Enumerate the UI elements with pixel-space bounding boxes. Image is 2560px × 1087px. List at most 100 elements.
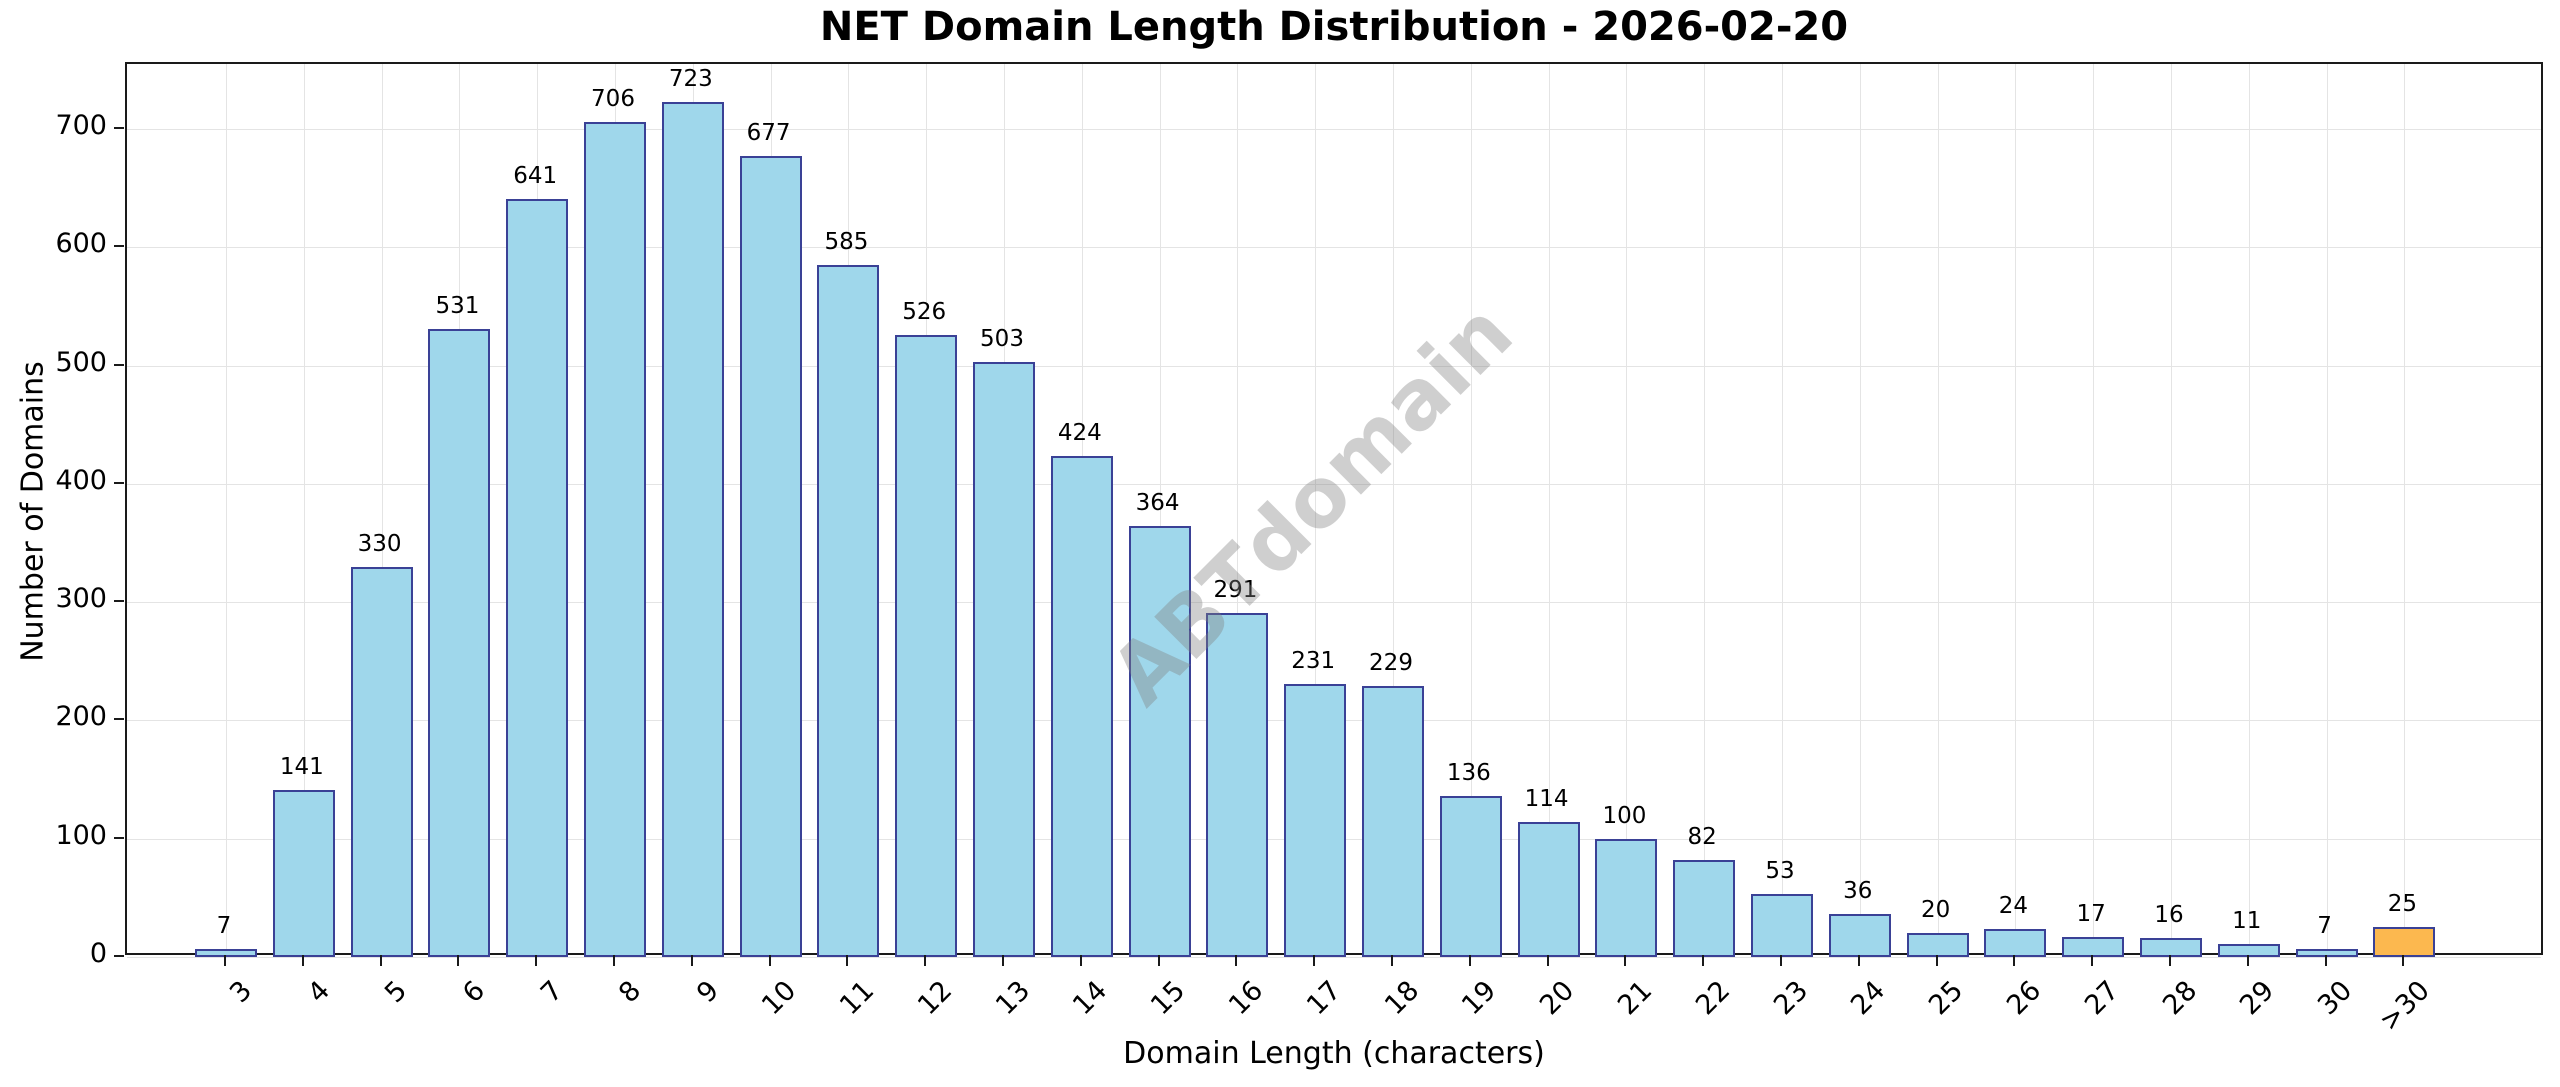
bar-5 (350, 566, 413, 957)
x-tick-label: 19 (1456, 975, 1503, 1022)
x-tick-label: 25 (1923, 975, 1970, 1022)
bar-26 (1984, 928, 2047, 957)
x-tick-label: 24 (1845, 975, 1892, 1022)
x-tick-mark (1857, 955, 1860, 966)
y-tick-label: 0 (89, 938, 107, 969)
x-tick-mark (1780, 955, 1782, 966)
gridline-v (2171, 64, 2172, 953)
bar-value-label: 11 (2232, 907, 2262, 934)
gridline-v (1548, 64, 1550, 953)
y-tick-label: 700 (55, 110, 107, 142)
gridline-h (127, 247, 2541, 249)
bar-value-label: 82 (1687, 824, 1717, 850)
y-tick-label: 400 (55, 464, 107, 496)
x-tick-mark (301, 955, 304, 966)
bar-value-label: 526 (902, 298, 947, 325)
x-tick-label: 6 (457, 975, 492, 1010)
x-tick-mark (535, 955, 538, 966)
bar-6 (428, 328, 491, 957)
x-tick-label: 29 (2234, 975, 2281, 1022)
bar-18 (1362, 686, 1424, 957)
bar-value-label: 229 (1369, 650, 1413, 677)
bar-20 (1517, 822, 1580, 957)
gridline-v (303, 64, 305, 953)
bar-15 (1128, 526, 1191, 957)
bar-value-label: 291 (1213, 576, 1258, 603)
x-tick-label: 28 (2156, 975, 2203, 1022)
x-tick-mark (768, 955, 771, 966)
x-tick-mark (379, 955, 382, 966)
x-tick-mark (1935, 955, 1938, 966)
x-tick-mark (1313, 955, 1316, 966)
gridline-v (2093, 64, 2095, 953)
y-tick-label: 500 (55, 346, 107, 378)
y-tick-mark (114, 363, 124, 366)
x-tick-mark (2013, 955, 2016, 966)
plot-area (125, 62, 2543, 958)
x-tick-label: 13 (989, 975, 1036, 1022)
bar-value-label: 100 (1602, 802, 1647, 829)
x-axis-label: Domain Length (characters) (1123, 1036, 1545, 1071)
gridline-v (1859, 64, 1861, 953)
x-tick-label: 4 (301, 975, 336, 1010)
gridline-v (1470, 64, 1472, 953)
x-tick-mark (2324, 955, 2327, 966)
x-tick-mark (1624, 955, 1627, 966)
bar-value-label: 114 (1524, 786, 1569, 813)
y-tick-mark (114, 718, 124, 721)
bar-23 (1751, 894, 1813, 957)
bar-value-label: 136 (1446, 760, 1491, 787)
bar-9 (661, 101, 724, 957)
x-tick-label: 22 (1689, 975, 1737, 1022)
gridline-v (1315, 64, 1317, 953)
x-tick-mark (1157, 955, 1160, 966)
bar-14 (1050, 455, 1113, 957)
x-tick-label: 5 (379, 975, 414, 1010)
y-tick-mark (114, 955, 124, 957)
y-tick-mark (114, 245, 124, 248)
x-tick-mark (2091, 955, 2094, 966)
bar-27 (2062, 936, 2125, 957)
bar-value-label: 364 (1135, 490, 1180, 517)
bar-value-label: 141 (279, 754, 324, 781)
bar-value-label: 231 (1291, 647, 1336, 674)
x-tick-mark (1391, 955, 1393, 966)
x-tick-label: 7 (535, 975, 570, 1010)
bar-24 (1828, 914, 1891, 957)
bar-value-label: 24 (1998, 892, 2029, 919)
gridline-v (1782, 64, 1783, 953)
bar-3 (195, 948, 257, 957)
bar-value-label: 585 (824, 229, 869, 256)
bar-value-label: 36 (1843, 878, 1873, 905)
x-tick-label: 17 (1300, 975, 1348, 1022)
gridline-h (127, 957, 2541, 958)
gridline-v (2248, 64, 2250, 953)
bar-value-label: 7 (2317, 912, 2332, 939)
x-tick-mark (2169, 955, 2171, 966)
y-tick-mark (114, 481, 124, 484)
x-tick-mark (690, 955, 693, 966)
bar-value-label: 503 (980, 326, 1024, 353)
y-tick-label: 100 (55, 819, 107, 851)
x-tick-mark (2402, 955, 2405, 966)
bar-7 (506, 198, 569, 957)
x-tick-mark (224, 955, 226, 966)
x-tick-label: 9 (690, 975, 725, 1010)
x-tick-mark (457, 955, 460, 966)
gridline-v (2326, 64, 2328, 953)
y-tick-mark (114, 600, 124, 603)
x-tick-mark (1235, 955, 1238, 966)
bar-17 (1284, 683, 1347, 957)
gridline-v (2015, 64, 2017, 953)
bar-value-label: 25 (2387, 891, 2418, 918)
x-tick-mark (1079, 955, 1082, 966)
gridline-v (1626, 64, 1628, 953)
x-tick-mark (613, 955, 615, 966)
gridline-h (127, 365, 2541, 367)
gridline-v (1237, 64, 1239, 953)
gridline-h (127, 602, 2541, 604)
y-tick-label: 200 (55, 701, 107, 733)
bar-13 (973, 362, 1035, 957)
x-tick-label: 16 (1223, 975, 1270, 1022)
gridline-v (1937, 64, 1939, 953)
